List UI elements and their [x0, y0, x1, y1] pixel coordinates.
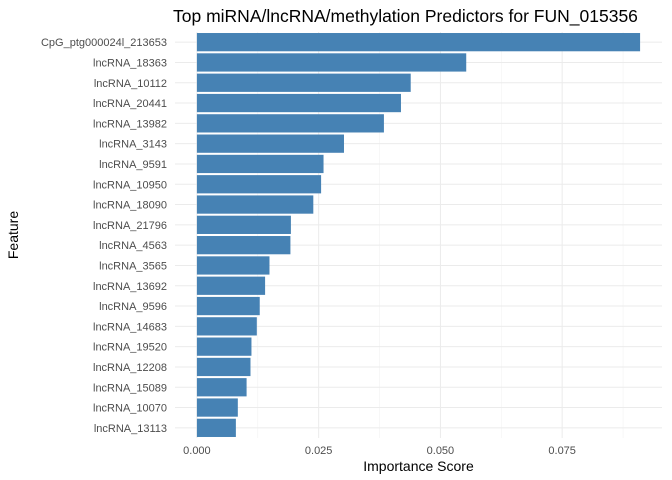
- y-tick-label: lncRNA_18090: [93, 200, 167, 212]
- y-tick-label: lncRNA_18363: [93, 57, 167, 69]
- x-tick-label: 0.025: [305, 445, 333, 457]
- bar: [196, 73, 411, 92]
- bar: [196, 317, 257, 336]
- bar: [196, 236, 291, 255]
- y-tick-label: lncRNA_9591: [99, 159, 167, 171]
- x-tick-labels: 0.000 0.025 0.050 0.075: [183, 445, 576, 457]
- bar: [196, 296, 260, 316]
- y-tick-label: lncRNA_10950: [93, 179, 167, 191]
- bar: [196, 114, 384, 133]
- bar: [196, 154, 324, 174]
- y-tick-label: lncRNA_4563: [99, 240, 167, 252]
- bar: [196, 134, 344, 153]
- bar: [196, 398, 238, 417]
- y-tick-label: lncRNA_9596: [99, 301, 167, 313]
- bar: [196, 378, 247, 397]
- x-tick-label: 0.000: [183, 445, 211, 457]
- y-axis-title: Feature: [5, 211, 21, 259]
- bar: [196, 93, 401, 113]
- y-tick-label: lncRNA_13692: [93, 281, 167, 293]
- y-tick-label: lncRNA_20441: [93, 98, 167, 110]
- y-tick-label: lncRNA_13113: [94, 423, 167, 435]
- bars: [196, 33, 641, 437]
- y-tick-label: lncRNA_21796: [93, 220, 167, 232]
- bar: [196, 337, 252, 356]
- bar: [196, 175, 322, 194]
- bar: [196, 53, 467, 72]
- bar: [196, 33, 641, 52]
- y-tick-label: lncRNA_10070: [93, 403, 167, 415]
- y-tick-label: lncRNA_3565: [99, 260, 167, 272]
- bar: [196, 256, 270, 275]
- x-axis-title: Importance Score: [363, 458, 474, 474]
- bar: [196, 357, 251, 377]
- y-tick-label: lncRNA_13982: [93, 118, 167, 130]
- chart-title: Top miRNA/lncRNA/methylation Predictors …: [173, 6, 638, 27]
- y-tick-label: lncRNA_19520: [93, 342, 167, 354]
- grid: [175, 32, 662, 438]
- y-tick-label: lncRNA_15089: [93, 382, 167, 394]
- bar: [196, 215, 291, 234]
- x-tick-label: 0.075: [548, 445, 576, 457]
- bar: [196, 195, 314, 214]
- bar: [196, 418, 236, 437]
- y-tick-label: lncRNA_14683: [93, 321, 167, 333]
- x-tick-label: 0.050: [427, 445, 455, 457]
- y-tick-label: CpG_ptg000024l_213653: [41, 37, 167, 49]
- bar: [196, 276, 266, 295]
- y-tick-labels: CpG_ptg000024l_213653 lncRNA_18363 lncRNA_…: [41, 37, 167, 435]
- y-tick-label: lncRNA_10112: [94, 78, 167, 90]
- y-tick-label: lncRNA_3143: [99, 139, 167, 151]
- y-tick-label: lncRNA_12208: [93, 362, 167, 374]
